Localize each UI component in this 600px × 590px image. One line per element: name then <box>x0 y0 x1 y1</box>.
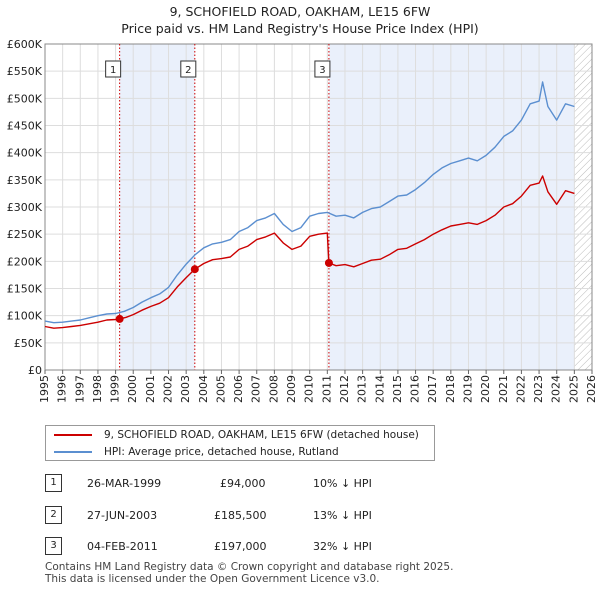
x-tick-label: 1998 <box>91 375 104 403</box>
y-tick-label: £300K <box>7 201 43 214</box>
x-tick-label: 2023 <box>532 375 545 403</box>
sale-marker-box <box>180 60 197 78</box>
legend-label-hpi: HPI: Average price, detached house, Rutl… <box>104 446 339 458</box>
y-tick-label: £550K <box>7 65 43 78</box>
y-tick-label: £400K <box>7 147 43 160</box>
sale-marker-box <box>314 60 331 78</box>
legend-item-property: 9, SCHOFIELD ROAD, OAKHAM, LE15 6FW (det… <box>54 427 419 443</box>
x-tick-label: 1995 <box>38 375 51 403</box>
x-tick-label: 2001 <box>144 375 157 403</box>
x-tick-label: 2009 <box>285 375 298 403</box>
x-tick-label: 2018 <box>444 375 457 403</box>
transaction-row: 1 26-MAR-1999 £94,000 10% ↓ HPI <box>45 474 445 494</box>
y-tick-label: £250K <box>7 228 43 241</box>
x-tick-label: 2015 <box>391 375 404 403</box>
x-tick-label: 2019 <box>461 375 474 403</box>
x-tick-label: 1999 <box>109 375 122 403</box>
x-tick-label: 2021 <box>497 375 510 403</box>
x-tick-label: 2008 <box>267 375 280 403</box>
transaction-row: 3 04-FEB-2011 £197,000 32% ↓ HPI <box>45 537 445 557</box>
chart-title: 9, SCHOFIELD ROAD, OAKHAM, LE15 6FW <box>169 4 431 19</box>
legend-item-hpi: HPI: Average price, detached house, Rutl… <box>54 444 339 460</box>
x-tick-label: 2005 <box>214 375 227 403</box>
x-tick-label: 2006 <box>232 375 245 403</box>
x-tick-label: 2016 <box>409 375 422 403</box>
x-tick-label: 2022 <box>514 375 527 403</box>
sale-marker-badge: 1 <box>45 474 62 492</box>
transaction-date: 27-JUN-2003 <box>87 509 158 522</box>
x-tick-label: 2020 <box>479 375 492 403</box>
legend: 9, SCHOFIELD ROAD, OAKHAM, LE15 6FW (det… <box>45 425 435 461</box>
footer-copyright: Contains HM Land Registry data © Crown c… <box>45 561 454 573</box>
legend-label-property: 9, SCHOFIELD ROAD, OAKHAM, LE15 6FW (det… <box>104 429 419 441</box>
hpi-line <box>44 81 575 324</box>
y-tick-label: £600K <box>7 38 43 51</box>
x-tick-label: 2026 <box>585 375 598 403</box>
chart-subtitle: Price paid vs. HM Land Registry's House … <box>121 21 479 36</box>
transaction-price: £185,500 <box>214 509 267 522</box>
sale-point <box>324 258 333 267</box>
x-tick-label: 2011 <box>320 375 333 403</box>
transaction-date: 26-MAR-1999 <box>87 477 162 490</box>
sale-marker-badge: 3 <box>45 537 62 555</box>
x-tick-label: 2002 <box>162 375 175 403</box>
transaction-price: £94,000 <box>220 477 266 490</box>
y-tick-label: £0 <box>28 364 42 377</box>
price-chart: £0 £50K £100K £150K £200K £250K £300K £350K £400… <box>7 38 598 403</box>
x-tick-label: 2024 <box>550 375 563 403</box>
y-tick-label: £350K <box>7 174 43 187</box>
footer-licence: This data is licensed under the Open Gov… <box>45 573 380 585</box>
x-tick-label: 2012 <box>338 375 351 403</box>
sale-marker-number: 3 <box>319 65 325 76</box>
y-tick-label: £450K <box>7 120 43 133</box>
x-tick-label: 2014 <box>373 375 386 403</box>
x-tick-label: 2025 <box>567 375 580 403</box>
transaction-price: £197,000 <box>214 540 267 553</box>
x-tick-label: 2013 <box>356 375 369 403</box>
x-tick-label: 2003 <box>179 375 192 403</box>
x-tick-label: 2017 <box>426 375 439 403</box>
sale-marker-box <box>105 60 122 78</box>
y-tick-label: £200K <box>7 255 43 268</box>
x-tick-label: 2000 <box>126 375 139 403</box>
blue-line-swatch <box>54 451 92 453</box>
y-tick-label: £500K <box>7 92 43 105</box>
transaction-date: 04-FEB-2011 <box>87 540 158 553</box>
sale-marker-badge: 2 <box>45 506 62 524</box>
sale-marker-number: 2 <box>185 65 191 76</box>
property-price-line <box>44 175 575 329</box>
y-tick-label: £100K <box>7 310 43 323</box>
sale-point <box>115 314 124 323</box>
transaction-hpi-diff: 10% ↓ HPI <box>313 477 372 490</box>
red-line-swatch <box>54 434 92 436</box>
transaction-hpi-diff: 32% ↓ HPI <box>313 540 372 553</box>
x-tick-label: 2007 <box>250 375 263 403</box>
transaction-hpi-diff: 13% ↓ HPI <box>313 509 372 522</box>
sale-marker-number: 1 <box>110 65 116 76</box>
transaction-row: 2 27-JUN-2003 £185,500 13% ↓ HPI <box>45 506 445 526</box>
x-tick-label: 1996 <box>56 375 69 403</box>
x-tick-label: 2004 <box>197 375 210 403</box>
plot-frame <box>44 43 593 371</box>
x-tick-label: 1997 <box>73 375 86 403</box>
y-tick-label: £150K <box>7 283 43 296</box>
x-tick-label: 2010 <box>303 375 316 403</box>
sale-point <box>190 265 199 274</box>
y-tick-label: £50K <box>14 337 43 350</box>
